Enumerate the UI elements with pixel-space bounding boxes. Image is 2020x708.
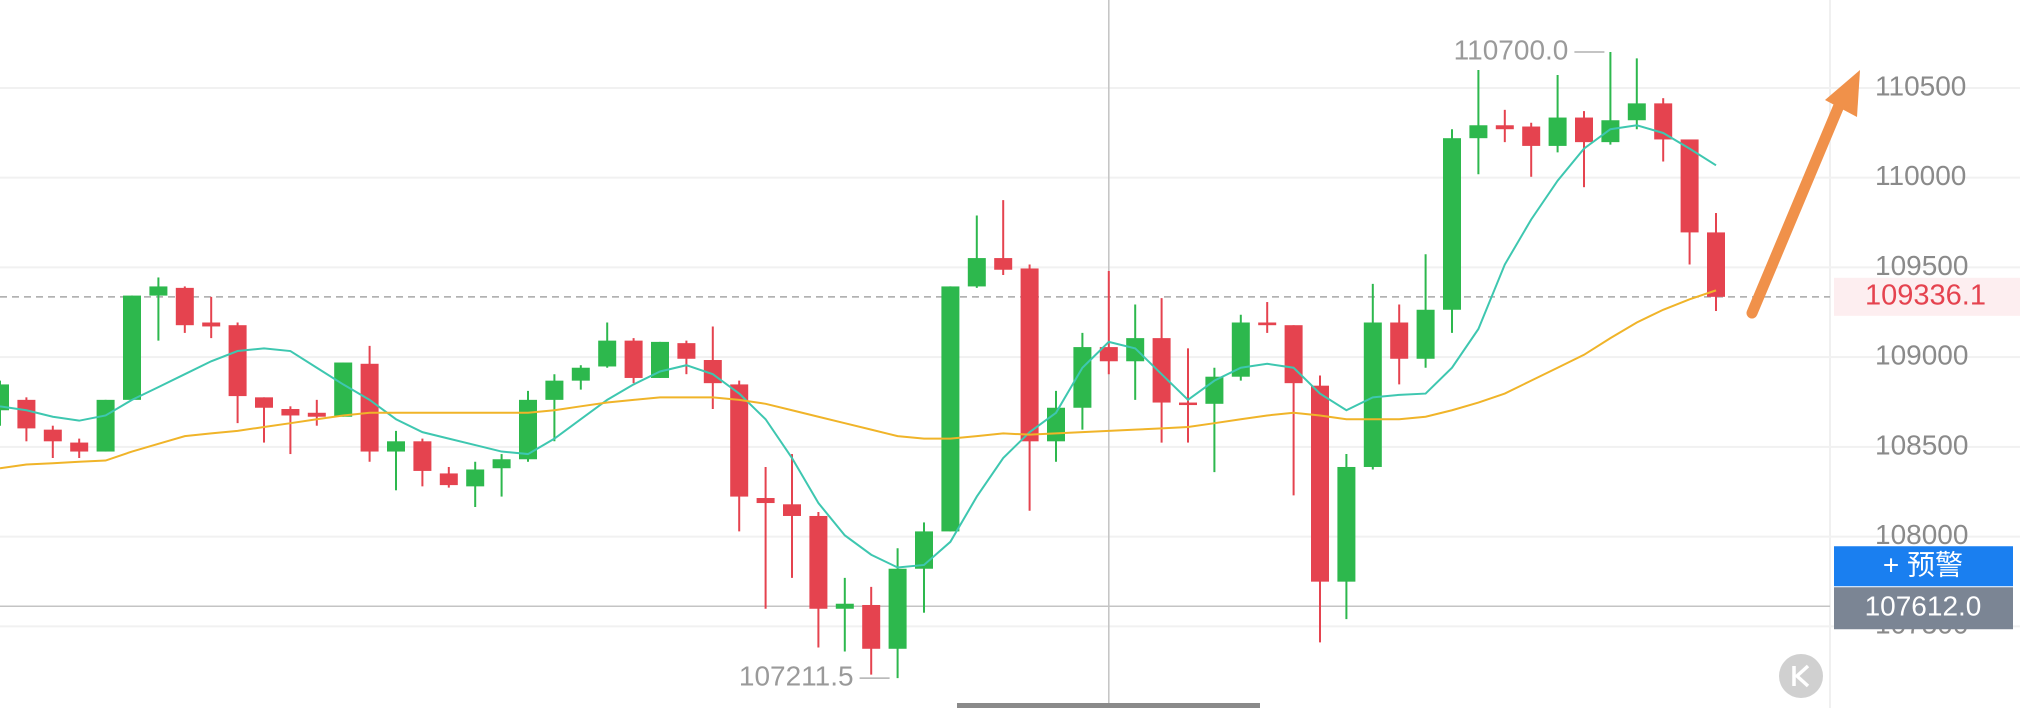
- y-tick-label: 108000: [1875, 519, 1968, 550]
- scrollbar: [957, 703, 1260, 708]
- candle-body: [17, 399, 36, 429]
- candle-body: [1231, 322, 1250, 377]
- candle-body: [651, 341, 669, 378]
- candle-body: [598, 340, 617, 367]
- trend-arrow: [1746, 90, 1849, 319]
- candle-body: [1707, 232, 1725, 297]
- candle-body: [1416, 309, 1435, 359]
- candle-body: [1548, 117, 1567, 146]
- candle-body: [1522, 126, 1541, 146]
- low-marker-label: 107211.5: [739, 661, 854, 692]
- candle-body: [1390, 322, 1409, 359]
- candle-body: [466, 469, 485, 487]
- alert-button-label: + 预警: [1883, 550, 1963, 581]
- candle-body: [1654, 103, 1673, 140]
- candle-body: [96, 399, 115, 452]
- candle-body: [1627, 103, 1646, 121]
- candle-body: [334, 362, 353, 417]
- moving-average-line: [0, 289, 1717, 470]
- candle-body: [756, 498, 775, 504]
- candle-body: [1363, 322, 1382, 467]
- candle-body: [571, 367, 590, 381]
- crosshair-price-label: 107612.0: [1865, 591, 1982, 622]
- grid: [0, 86, 2020, 628]
- alert-button-bg: [1834, 546, 2013, 587]
- candle-body: [175, 287, 194, 326]
- kline-icon-bg: [1779, 654, 1823, 698]
- candle-body: [915, 531, 933, 569]
- candle-body: [202, 322, 221, 327]
- candle-body: [228, 325, 247, 397]
- candle-body: [888, 568, 907, 649]
- candle-body: [1311, 385, 1329, 582]
- candle-body: [1152, 338, 1171, 403]
- candle-body: [1284, 325, 1303, 384]
- candle-body: [809, 515, 828, 609]
- candle-body: [677, 343, 696, 359]
- candle-body: [967, 258, 986, 287]
- kline-button[interactable]: [1779, 654, 1823, 698]
- alert-button[interactable]: + 预警: [1834, 546, 2013, 587]
- candle-body: [1020, 268, 1039, 442]
- candle-body: [492, 459, 511, 469]
- candle-body: [43, 429, 62, 442]
- candle-body: [387, 441, 405, 452]
- y-tick-label: 109500: [1875, 250, 1968, 281]
- candle-body: [255, 397, 273, 408]
- last-price-label: 109336.1: [1865, 279, 1986, 311]
- candle-body: [0, 384, 9, 411]
- candle-body: [835, 603, 854, 609]
- candle-body: [1179, 402, 1197, 406]
- y-tick-label: 110000: [1875, 160, 1966, 191]
- candle-body: [1337, 466, 1356, 582]
- candle-body: [1601, 120, 1620, 143]
- candle-body: [1469, 125, 1488, 139]
- y-tick-label: 108500: [1875, 429, 1968, 460]
- candle-body: [994, 258, 1013, 270]
- kline-icon: [1792, 664, 1810, 688]
- candle-body: [413, 441, 432, 471]
- y-tick-label: 109000: [1875, 340, 1968, 371]
- candle-body: [1495, 125, 1514, 130]
- candle-body: [439, 473, 458, 486]
- last-price-tag: [1834, 277, 2020, 316]
- crosshair-price-box: [1834, 587, 2013, 630]
- plot-area: [0, 0, 1830, 708]
- candle-body: [360, 363, 379, 452]
- moving-average-line: [0, 124, 1717, 569]
- candle-body: [624, 340, 643, 378]
- y-tick-label: 110500: [1875, 70, 1966, 101]
- overlay: 110700.0 107211.5 109336.1 + 预警 107612.0: [739, 34, 2020, 708]
- candle-body: [1258, 322, 1277, 326]
- candle-body: [1680, 139, 1699, 233]
- candle-body: [519, 399, 537, 460]
- candle-body: [862, 604, 881, 649]
- candle-body: [545, 380, 564, 400]
- candle-body: [730, 384, 749, 497]
- candle-body: [1443, 138, 1461, 310]
- candle-body: [1099, 347, 1118, 362]
- candle-body: [70, 442, 89, 452]
- candle-body: [941, 286, 960, 532]
- candle-body: [783, 504, 801, 516]
- candle-body: [307, 412, 326, 417]
- high-marker-label: 110700.0: [1454, 34, 1569, 65]
- candle-body: [1575, 117, 1593, 143]
- trend-arrow-head: [1825, 70, 1860, 117]
- candle-body: [281, 409, 300, 416]
- candle-body: [123, 295, 141, 400]
- candle-body: [149, 286, 168, 296]
